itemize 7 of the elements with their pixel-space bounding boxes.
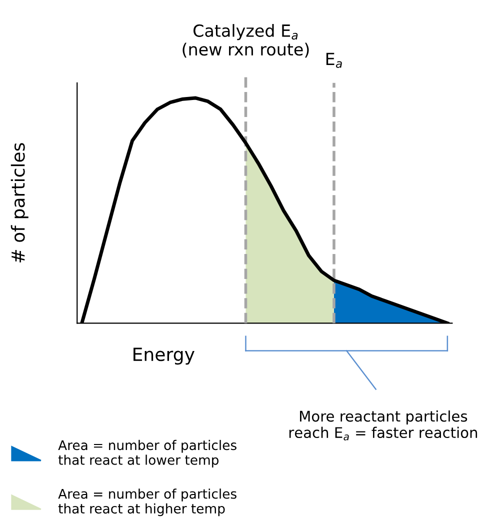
legend-label: Area = number of particles that react at lower temp <box>58 440 236 468</box>
text: Catalyzed E$_{a}$ (new rxn route) <box>182 24 309 58</box>
text: More reactant particles reach E$_{a}$ = faster reaction <box>289 410 478 440</box>
text: E$_{a}$ <box>326 52 342 68</box>
y-axis-title: # of particles <box>10 143 28 262</box>
x-axis-title: Energy <box>134 348 194 365</box>
legend-label: Area = number of particles that react at higher temp <box>58 488 236 516</box>
